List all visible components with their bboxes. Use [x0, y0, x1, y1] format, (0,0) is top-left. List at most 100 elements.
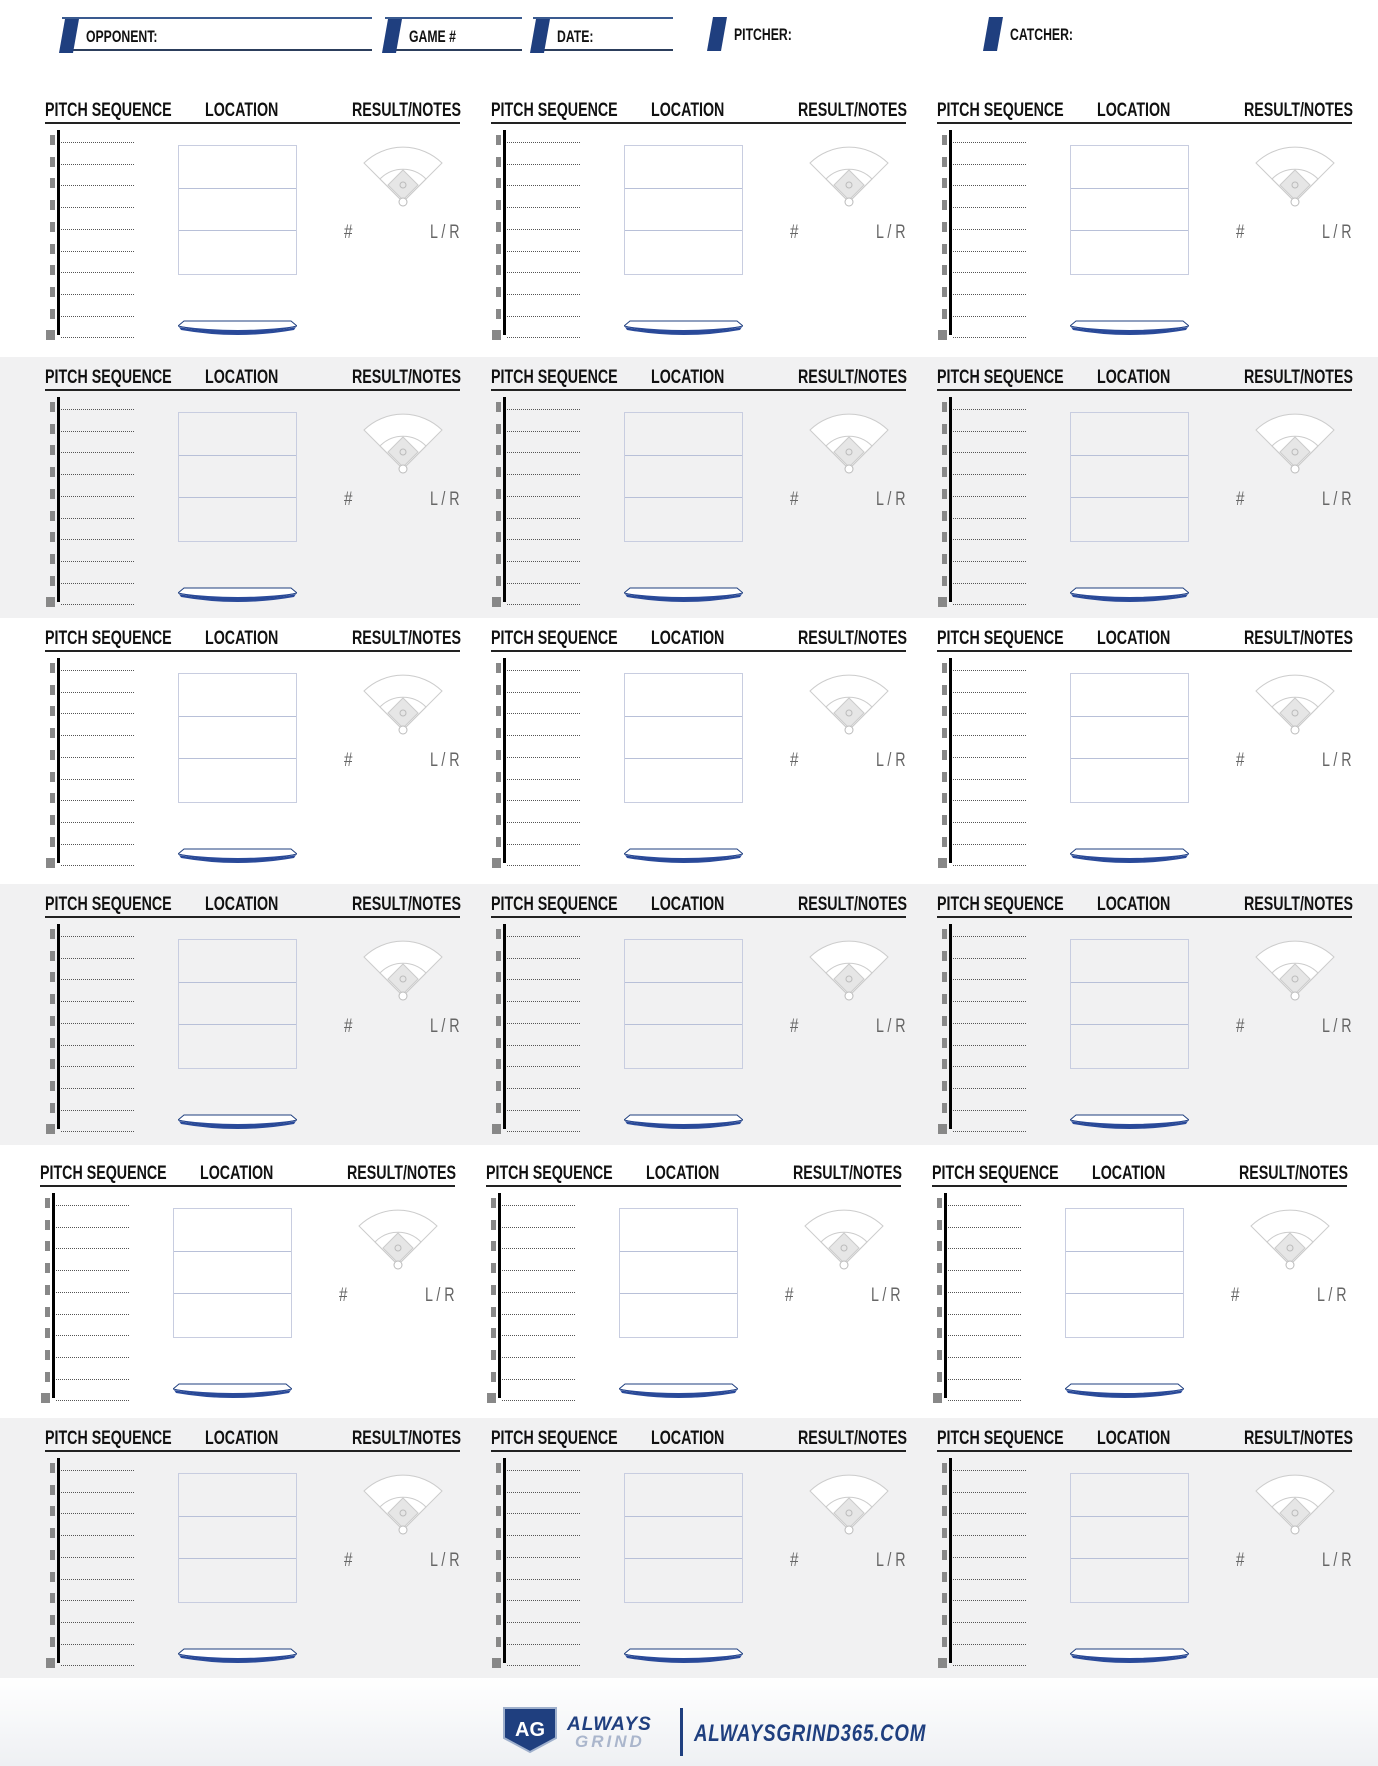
pitch-entry-line[interactable] — [507, 957, 580, 959]
pitch-entry-line[interactable] — [953, 604, 1026, 606]
pitch-entry-line[interactable] — [61, 1470, 134, 1471]
pitch-entry-line[interactable] — [948, 1335, 1021, 1337]
pitch-entry-line[interactable] — [61, 1109, 134, 1111]
pitch-entry-line[interactable] — [507, 207, 580, 209]
pitch-entry-line[interactable] — [953, 957, 1026, 959]
pitch-entry-line[interactable] — [953, 1643, 1026, 1645]
pitch-entry-line[interactable] — [953, 495, 1026, 497]
pitch-entry-line[interactable] — [953, 560, 1026, 562]
strike-zone-box[interactable] — [178, 1473, 297, 1603]
pitch-entry-line[interactable] — [948, 1270, 1021, 1272]
pitch-entry-line[interactable] — [507, 800, 580, 802]
strike-zone-box[interactable] — [1070, 1473, 1189, 1603]
pitch-entry-line[interactable] — [953, 1044, 1026, 1046]
strike-zone-box[interactable] — [624, 673, 743, 803]
pitch-entry-line[interactable] — [56, 1226, 129, 1228]
pitch-entry-line[interactable] — [507, 409, 580, 410]
pitch-entry-line[interactable] — [502, 1400, 575, 1402]
pitch-entry-line[interactable] — [507, 517, 580, 519]
pitch-entry-line[interactable] — [507, 495, 580, 497]
pitch-entry-line[interactable] — [953, 207, 1026, 209]
pitch-entry-line[interactable] — [953, 315, 1026, 317]
pitch-entry-line[interactable] — [61, 539, 134, 541]
pitch-entry-line[interactable] — [507, 713, 580, 715]
strike-zone-box[interactable] — [1070, 939, 1189, 1069]
pitch-entry-line[interactable] — [953, 691, 1026, 693]
pitch-entry-line[interactable] — [56, 1248, 129, 1250]
pitch-entry-line[interactable] — [507, 293, 580, 295]
pitch-entry-line[interactable] — [507, 1643, 580, 1645]
pitch-entry-line[interactable] — [507, 1578, 580, 1580]
pitch-entry-line[interactable] — [56, 1335, 129, 1337]
pitch-entry-line[interactable] — [953, 1131, 1026, 1133]
pitch-entry-line[interactable] — [56, 1356, 129, 1358]
pitch-entry-line[interactable] — [61, 979, 134, 981]
pitch-entry-line[interactable] — [953, 821, 1026, 823]
pitch-entry-line[interactable] — [61, 778, 134, 780]
pitch-entry-line[interactable] — [61, 1621, 134, 1623]
pitch-entry-line[interactable] — [61, 517, 134, 519]
pitch-entry-line[interactable] — [953, 865, 1026, 867]
pitch-entry-line[interactable] — [61, 1535, 134, 1537]
pitch-entry-line[interactable] — [61, 315, 134, 317]
pitch-entry-line[interactable] — [953, 756, 1026, 758]
pitch-entry-line[interactable] — [61, 1066, 134, 1068]
pitch-entry-line[interactable] — [953, 1556, 1026, 1558]
pitch-entry-line[interactable] — [953, 163, 1026, 165]
header-field-opponent[interactable]: OPPONENT: — [59, 17, 372, 53]
pitch-entry-line[interactable] — [502, 1205, 575, 1206]
pitch-entry-line[interactable] — [61, 1643, 134, 1645]
pitch-entry-line[interactable] — [507, 337, 580, 339]
pitch-entry-line[interactable] — [507, 1600, 580, 1602]
pitch-entry-line[interactable] — [948, 1356, 1021, 1358]
pitch-entry-line[interactable] — [61, 865, 134, 867]
pitch-entry-line[interactable] — [61, 691, 134, 693]
pitch-entry-line[interactable] — [56, 1291, 129, 1293]
pitch-entry-line[interactable] — [953, 735, 1026, 737]
pitch-entry-line[interactable] — [953, 670, 1026, 671]
pitch-entry-line[interactable] — [507, 821, 580, 823]
pitch-entry-line[interactable] — [507, 452, 580, 454]
pitch-entry-line[interactable] — [507, 474, 580, 476]
pitch-entry-line[interactable] — [61, 1513, 134, 1515]
strike-zone-box[interactable] — [1070, 412, 1189, 542]
pitch-entry-line[interactable] — [502, 1248, 575, 1250]
pitch-entry-line[interactable] — [61, 207, 134, 209]
pitch-entry-line[interactable] — [502, 1378, 575, 1380]
pitch-entry-line[interactable] — [507, 430, 580, 432]
pitch-entry-line[interactable] — [953, 843, 1026, 845]
pitch-entry-line[interactable] — [953, 1001, 1026, 1003]
pitch-entry-line[interactable] — [953, 1022, 1026, 1024]
pitch-entry-line[interactable] — [953, 228, 1026, 230]
pitch-entry-line[interactable] — [953, 539, 1026, 541]
pitch-entry-line[interactable] — [61, 1491, 134, 1493]
pitch-entry-line[interactable] — [507, 691, 580, 693]
pitch-entry-line[interactable] — [953, 1535, 1026, 1537]
pitch-entry-line[interactable] — [61, 604, 134, 606]
pitch-entry-line[interactable] — [953, 250, 1026, 252]
pitch-entry-line[interactable] — [948, 1248, 1021, 1250]
pitch-entry-line[interactable] — [61, 582, 134, 584]
pitch-entry-line[interactable] — [953, 1513, 1026, 1515]
pitch-entry-line[interactable] — [56, 1378, 129, 1380]
pitch-entry-line[interactable] — [948, 1205, 1021, 1206]
pitch-entry-line[interactable] — [953, 1665, 1026, 1667]
pitch-entry-line[interactable] — [953, 185, 1026, 187]
pitch-entry-line[interactable] — [507, 539, 580, 541]
strike-zone-box[interactable] — [1070, 673, 1189, 803]
pitch-entry-line[interactable] — [507, 142, 580, 143]
pitch-entry-line[interactable] — [507, 1470, 580, 1471]
pitch-entry-line[interactable] — [953, 1491, 1026, 1493]
pitch-entry-line[interactable] — [507, 163, 580, 165]
pitch-entry-line[interactable] — [507, 272, 580, 274]
header-field-game[interactable]: GAME # — [382, 17, 522, 53]
pitch-entry-line[interactable] — [953, 1087, 1026, 1089]
pitch-entry-line[interactable] — [502, 1335, 575, 1337]
pitch-entry-line[interactable] — [948, 1400, 1021, 1402]
pitch-entry-line[interactable] — [56, 1270, 129, 1272]
pitch-entry-line[interactable] — [61, 1665, 134, 1667]
pitch-entry-line[interactable] — [953, 517, 1026, 519]
pitch-entry-line[interactable] — [61, 957, 134, 959]
pitch-entry-line[interactable] — [953, 337, 1026, 339]
pitch-entry-line[interactable] — [61, 1022, 134, 1024]
